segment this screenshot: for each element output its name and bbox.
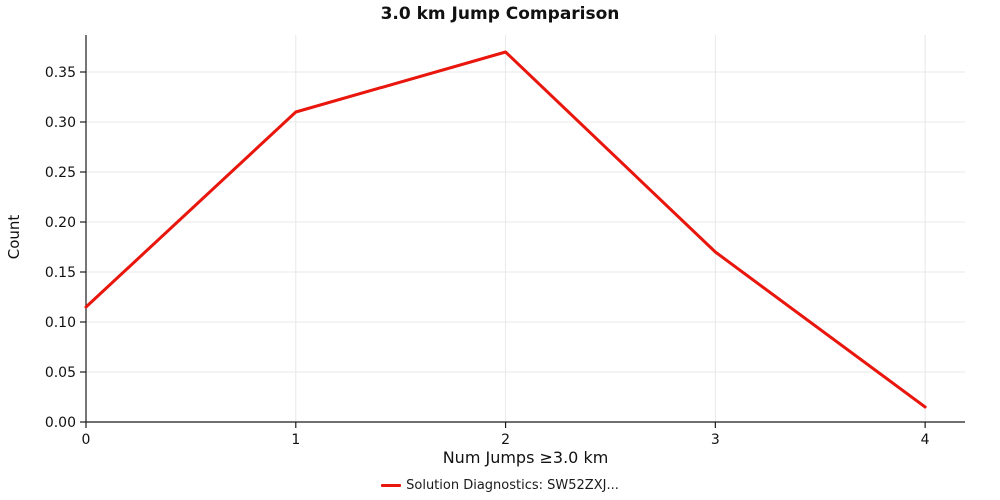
y-tick-label: 0.25 (45, 165, 76, 181)
x-tick-label: 3 (711, 432, 720, 448)
x-axis-label: Num Jumps ≥3.0 km (442, 448, 609, 467)
legend-line-swatch (381, 484, 402, 487)
x-tick-label: 0 (82, 432, 91, 448)
chart-legend: Solution Diagnostics: SW52ZXJ... (0, 478, 1000, 493)
x-tick-label: 1 (291, 432, 300, 448)
y-tick-label: 0.20 (45, 215, 76, 231)
y-tick-label: 0.35 (45, 65, 76, 81)
y-tick-label: 0.30 (45, 115, 76, 131)
x-tick-label: 2 (501, 432, 510, 448)
x-tick-label: 4 (921, 432, 930, 448)
legend-item[interactable]: Solution Diagnostics: SW52ZXJ... (381, 478, 619, 493)
chart-title: 3.0 km Jump Comparison (380, 4, 620, 24)
line-chart-plot: 0.00 0.05 0.10 0.15 0.20 0.25 0.30 0.35 0 1 2 3 4 (45, 35, 965, 448)
y-tick-label: 0.15 (45, 265, 76, 281)
y-tick-label: 0.00 (45, 415, 76, 431)
y-axis-label: Count (5, 214, 23, 260)
y-tick-label: 0.10 (45, 315, 76, 331)
series-line (84, 50, 927, 409)
legend-label: Solution Diagnostics: SW52ZXJ... (406, 478, 619, 493)
y-tick-label: 0.05 (45, 365, 76, 381)
